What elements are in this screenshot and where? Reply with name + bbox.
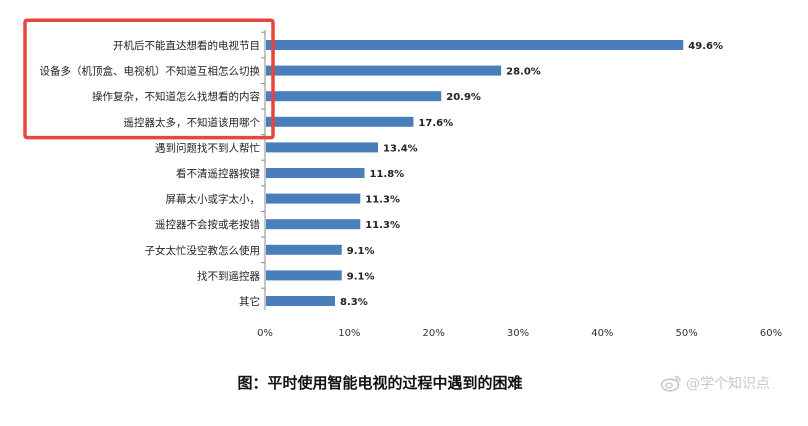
- category-label: 看不清遥控器按键: [176, 167, 260, 180]
- bar: [266, 65, 502, 76]
- x-tick-label: 0%: [257, 328, 273, 339]
- chart-svg: 开机后不能直达想看的电视节目 49.6% 设备多（机顶盒、电视机）不知道互相怎么切换…: [23, 18, 782, 339]
- data-label: 9.1%: [347, 271, 375, 282]
- category-label: 操作复杂，不知道怎么找想看的内容: [92, 90, 260, 103]
- bar: [266, 40, 684, 50]
- bar: [266, 219, 361, 230]
- x-tick-label: 60%: [760, 328, 782, 339]
- data-label: 28.0%: [506, 67, 541, 78]
- weibo-icon: [660, 375, 681, 392]
- category-label: 遇到问题找不到人帮忙: [155, 141, 260, 154]
- chart-caption: 图：平时使用智能电视的过程中遇到的困难: [237, 374, 523, 392]
- data-label: 49.6%: [688, 41, 723, 52]
- x-tick-label: 30%: [507, 328, 529, 339]
- watermark: @学个知识点: [660, 373, 770, 393]
- data-label: 17.6%: [418, 118, 453, 129]
- data-label: 20.9%: [446, 92, 481, 103]
- bar: [266, 193, 361, 204]
- bar: [266, 91, 442, 102]
- bar: [266, 142, 379, 153]
- x-tick-label: 50%: [676, 328, 698, 339]
- data-label: 13.4%: [383, 143, 418, 154]
- x-tick-label: 20%: [423, 328, 445, 339]
- bar: [266, 244, 342, 255]
- bar: [266, 270, 342, 281]
- bar: [266, 116, 414, 127]
- bar: [266, 296, 335, 306]
- data-label: 8.3%: [340, 297, 368, 308]
- data-label: 11.3%: [365, 195, 400, 206]
- x-tick-label: 10%: [338, 328, 360, 339]
- category-label: 其它: [239, 295, 260, 308]
- category-label: 设备多（机顶盒、电视机）不知道互相怎么切换: [40, 65, 261, 78]
- category-label: 找不到遥控器: [197, 269, 260, 282]
- category-label: 遥控器不会按或老按错: [155, 218, 260, 231]
- category-label: 子女太忙没空教怎么使用: [145, 244, 261, 257]
- data-label: 11.8%: [370, 169, 405, 180]
- bar: [266, 168, 365, 178]
- data-label: 9.1%: [347, 246, 375, 257]
- highlight-box: [23, 18, 275, 140]
- x-tick-label: 40%: [591, 328, 613, 339]
- category-label: 遥控器太多，不知道该用哪个: [124, 116, 261, 129]
- category-label: 开机后不能直达想看的电视节目: [113, 39, 260, 52]
- watermark-text: @学个知识点: [686, 376, 770, 392]
- data-label: 11.3%: [365, 220, 400, 231]
- bar-chart: 开机后不能直达想看的电视节目 49.6% 设备多（机顶盒、电视机）不知道互相怎么切换…: [23, 18, 782, 339]
- category-label: 屏幕太小或字太小，: [166, 193, 261, 206]
